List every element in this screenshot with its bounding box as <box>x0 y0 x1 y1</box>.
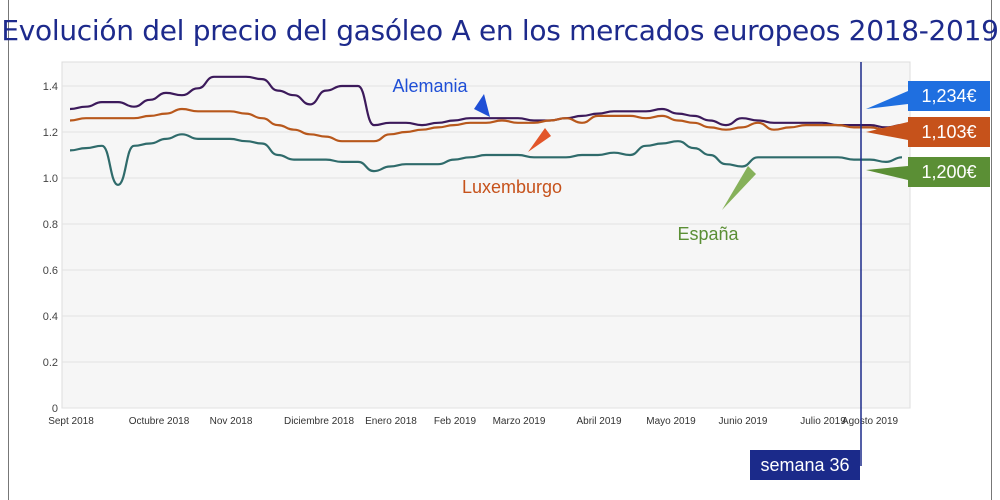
x-tick-label: Marzo 2019 <box>493 416 546 427</box>
y-tick-label: 1.2 <box>43 127 58 139</box>
y-tick-label: 0.8 <box>43 219 58 231</box>
series-line-luxemburgo <box>69 107 902 143</box>
grid-lines <box>62 85 910 409</box>
x-tick-label: Mayo 2019 <box>646 416 696 427</box>
y-tick-label: 0.2 <box>43 357 58 369</box>
x-tick-label: Agosto 2019 <box>842 416 899 427</box>
pointer-espana <box>722 166 756 210</box>
annotation-luxemburgo: Luxemburgo <box>462 177 562 197</box>
y-axis-ticks: 0 0.2 0.4 0.6 0.8 1.0 1.2 1.4 <box>43 81 58 415</box>
x-tick-label: Diciembre 2018 <box>284 416 354 427</box>
x-axis-ticks: Sept 2018 Octubre 2018 Nov 2018 Diciembre 2… <box>48 416 898 427</box>
y-tick-label: 0.4 <box>43 311 58 323</box>
plot-area <box>61 61 911 409</box>
annotation-espana: España <box>677 224 739 244</box>
tag-pointer-luxemburgo <box>866 122 908 140</box>
chart-title: Evolución del precio del gasóleo A en lo… <box>1 14 999 47</box>
series-line-alemania <box>69 75 903 129</box>
annotation-alemania: Alemania <box>392 76 468 96</box>
x-tick-label: Octubre 2018 <box>129 416 190 427</box>
x-tick-label: Enero 2018 <box>365 416 417 427</box>
y-tick-label: 0.6 <box>43 265 58 277</box>
x-tick-label: Sept 2018 <box>48 416 94 427</box>
series-line-espana <box>69 133 903 187</box>
annotations-group: Alemania Luxemburgo España <box>392 76 756 244</box>
x-tick-label: Nov 2018 <box>210 416 253 427</box>
tag-pointer-espana <box>866 166 908 180</box>
chart-frame <box>8 0 992 500</box>
y-tick-label: 1.0 <box>43 173 58 185</box>
week-label: semana 36 <box>750 450 860 480</box>
x-tick-label: Julio 2019 <box>800 416 846 427</box>
x-tick-label: Junio 2019 <box>719 416 768 427</box>
y-tick-label: 1.4 <box>43 81 58 93</box>
tag-pointer-alemania <box>866 91 908 109</box>
pointer-luxemburgo <box>528 128 551 152</box>
pointer-alemania <box>474 94 490 117</box>
price-tag-espana: 1,200€ <box>908 157 990 187</box>
y-tick-label: 0 <box>52 403 58 415</box>
price-tag-pointers <box>866 91 908 180</box>
price-tag-luxemburgo: 1,103€ <box>908 117 990 147</box>
x-tick-label: Abril 2019 <box>576 416 621 427</box>
series-group <box>69 75 903 187</box>
x-tick-label: Feb 2019 <box>434 416 477 427</box>
price-tag-alemania: 1,234€ <box>908 81 990 111</box>
